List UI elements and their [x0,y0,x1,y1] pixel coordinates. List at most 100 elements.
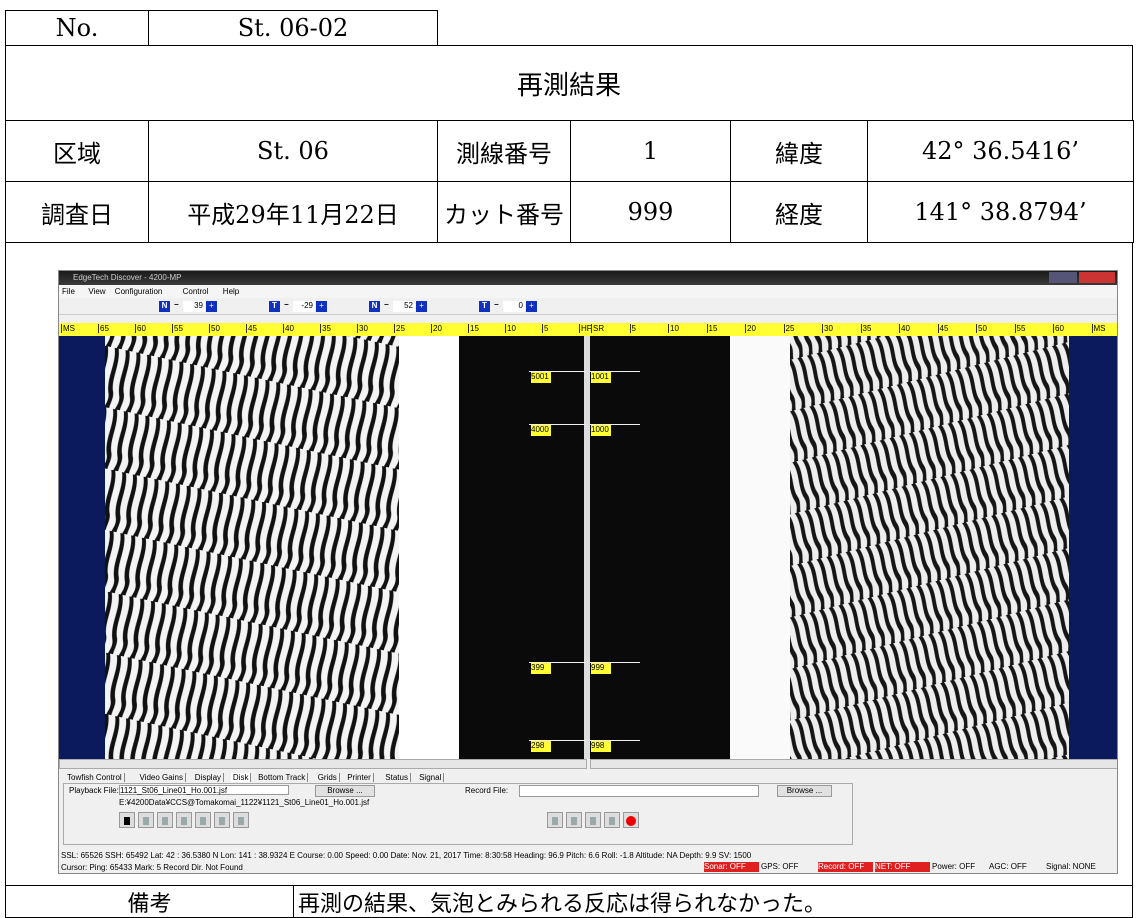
tab[interactable]: Status [383,773,411,782]
menu-item[interactable]: View [88,287,106,296]
browse-button[interactable]: Browse ... [777,785,832,797]
info-cell: 1 [570,120,731,182]
gain-minus[interactable]: − [494,300,499,309]
transport-button[interactable] [623,812,639,828]
scale-label: 20 [745,324,756,333]
status-indicator: Power: OFF [932,862,976,871]
marker-label: 399 [531,663,551,674]
marker-label: 999 [591,663,611,674]
info-cell: 測線番号 [437,120,571,182]
scale-label: 55 [1014,324,1026,333]
transport-button[interactable] [214,812,230,828]
window-title: EdgeTech Discover - 4200-MP [73,273,182,282]
info-cell: St. 06 [148,120,438,182]
info-cell: 平成29年11月22日 [148,181,438,243]
marker-label: 998 [591,741,611,752]
menu-item[interactable]: Control [182,287,209,296]
transport-button[interactable] [233,812,249,828]
tab[interactable]: Video Gains [138,773,186,782]
title-bar: EdgeTech Discover - 4200-MP [59,271,1117,285]
marker-label: 4000 [531,425,551,436]
info-cell: 42° 36.5416’ [867,120,1134,182]
tab[interactable]: Towfish Control [65,773,125,782]
scale-label: 15 [706,324,718,333]
scale-label: 40 [283,324,294,333]
cursor-line: Cursor: Ping: 65433 Mark: 5 Record Dir. … [61,863,243,872]
scale-bar: MS 65 60 55 50 45 40 35 30 25 20 15 10 5 HF SR 5 10 15 20 25… [59,323,1117,336]
gain-plus[interactable]: + [316,301,327,312]
status-indicator: Signal: NONE [1046,862,1096,871]
sonar-image: 5001 4000 399 298 1001 1000 999 998 [59,336,1117,759]
transport-icon [181,817,187,825]
transport-icon [626,816,636,826]
control-panel: Towfish Control Video Gains Display Disk Bot… [59,769,1117,873]
gain-value: 0 [503,301,525,312]
no-label-cell: No. [5,10,149,46]
marker-line [590,424,640,425]
transport-icon [238,817,244,825]
gain-minus[interactable]: − [384,300,389,309]
gain-icon: N [369,301,380,312]
min-button [1049,272,1077,283]
info-cell: 調査日 [5,181,149,243]
transport-button[interactable] [157,812,173,828]
transport-button[interactable] [138,812,154,828]
info-cell: 区域 [5,120,149,182]
gain-plus[interactable]: + [206,301,217,312]
transport-button[interactable] [604,812,620,828]
tab[interactable]: Disk [230,773,252,782]
browse-button[interactable]: Browse ... [315,785,375,797]
transport-button[interactable] [585,812,601,828]
menu-item[interactable]: File [62,287,75,296]
transport-button[interactable] [566,812,582,828]
transport-icon [124,817,130,825]
gain-icon: T [269,301,280,312]
gain-icon: T [479,301,490,312]
playback-label: Playback File: [69,786,119,795]
tab[interactable]: Printer [345,773,374,782]
record-file [519,785,759,797]
transport-icon [162,817,168,825]
info-cell: 経度 [730,181,868,243]
transport-button[interactable] [547,812,563,828]
gain-minus[interactable]: − [284,300,289,309]
info-cell: 999 [570,181,731,243]
scale-label: 5 [629,324,636,333]
transport-icon [571,817,577,825]
transport-icon [590,817,596,825]
gain-minus[interactable]: − [174,300,179,309]
tab[interactable]: Display [193,773,225,782]
info-cell: 緯度 [730,120,868,182]
scale-label: 25 [394,324,405,333]
status-indicator: Record: OFF [818,862,873,872]
marker-label: 1000 [591,425,611,436]
info-cell: カット番号 [437,181,571,243]
gain-value: 39 [183,301,205,312]
marker-line [529,662,586,663]
scale-label: 45 [937,324,949,333]
marker-line [529,740,586,741]
tab[interactable]: Grids [316,773,340,782]
gain-plus[interactable]: + [526,301,537,312]
remarks-text: 再測の結果、気泡とみられる反応は得られなかった。 [293,885,1133,918]
marker-line [529,424,586,425]
transport-button[interactable] [176,812,192,828]
scale-label: 10 [668,324,679,333]
scale-label: 10 [505,324,516,333]
transport-button[interactable] [195,812,211,828]
gain-value: 52 [393,301,415,312]
tab[interactable]: Signal [417,773,445,782]
scale-label: 20 [431,324,442,333]
close-button [1079,272,1115,283]
menu-item[interactable]: Configuration [114,287,163,296]
transport-button[interactable] [119,812,135,828]
scale-label: 35 [860,324,872,333]
tab[interactable]: Bottom Track [256,773,309,782]
scale-label: 30 [357,324,368,333]
panel-frame [63,783,853,845]
app-window: EdgeTech Discover - 4200-MP File View Confi… [58,270,1118,874]
menu-bar: File View Configuration Control Help [59,285,1117,298]
gain-icon: N [159,301,170,312]
menu-item[interactable]: Help [222,287,240,296]
gain-plus[interactable]: + [416,301,427,312]
